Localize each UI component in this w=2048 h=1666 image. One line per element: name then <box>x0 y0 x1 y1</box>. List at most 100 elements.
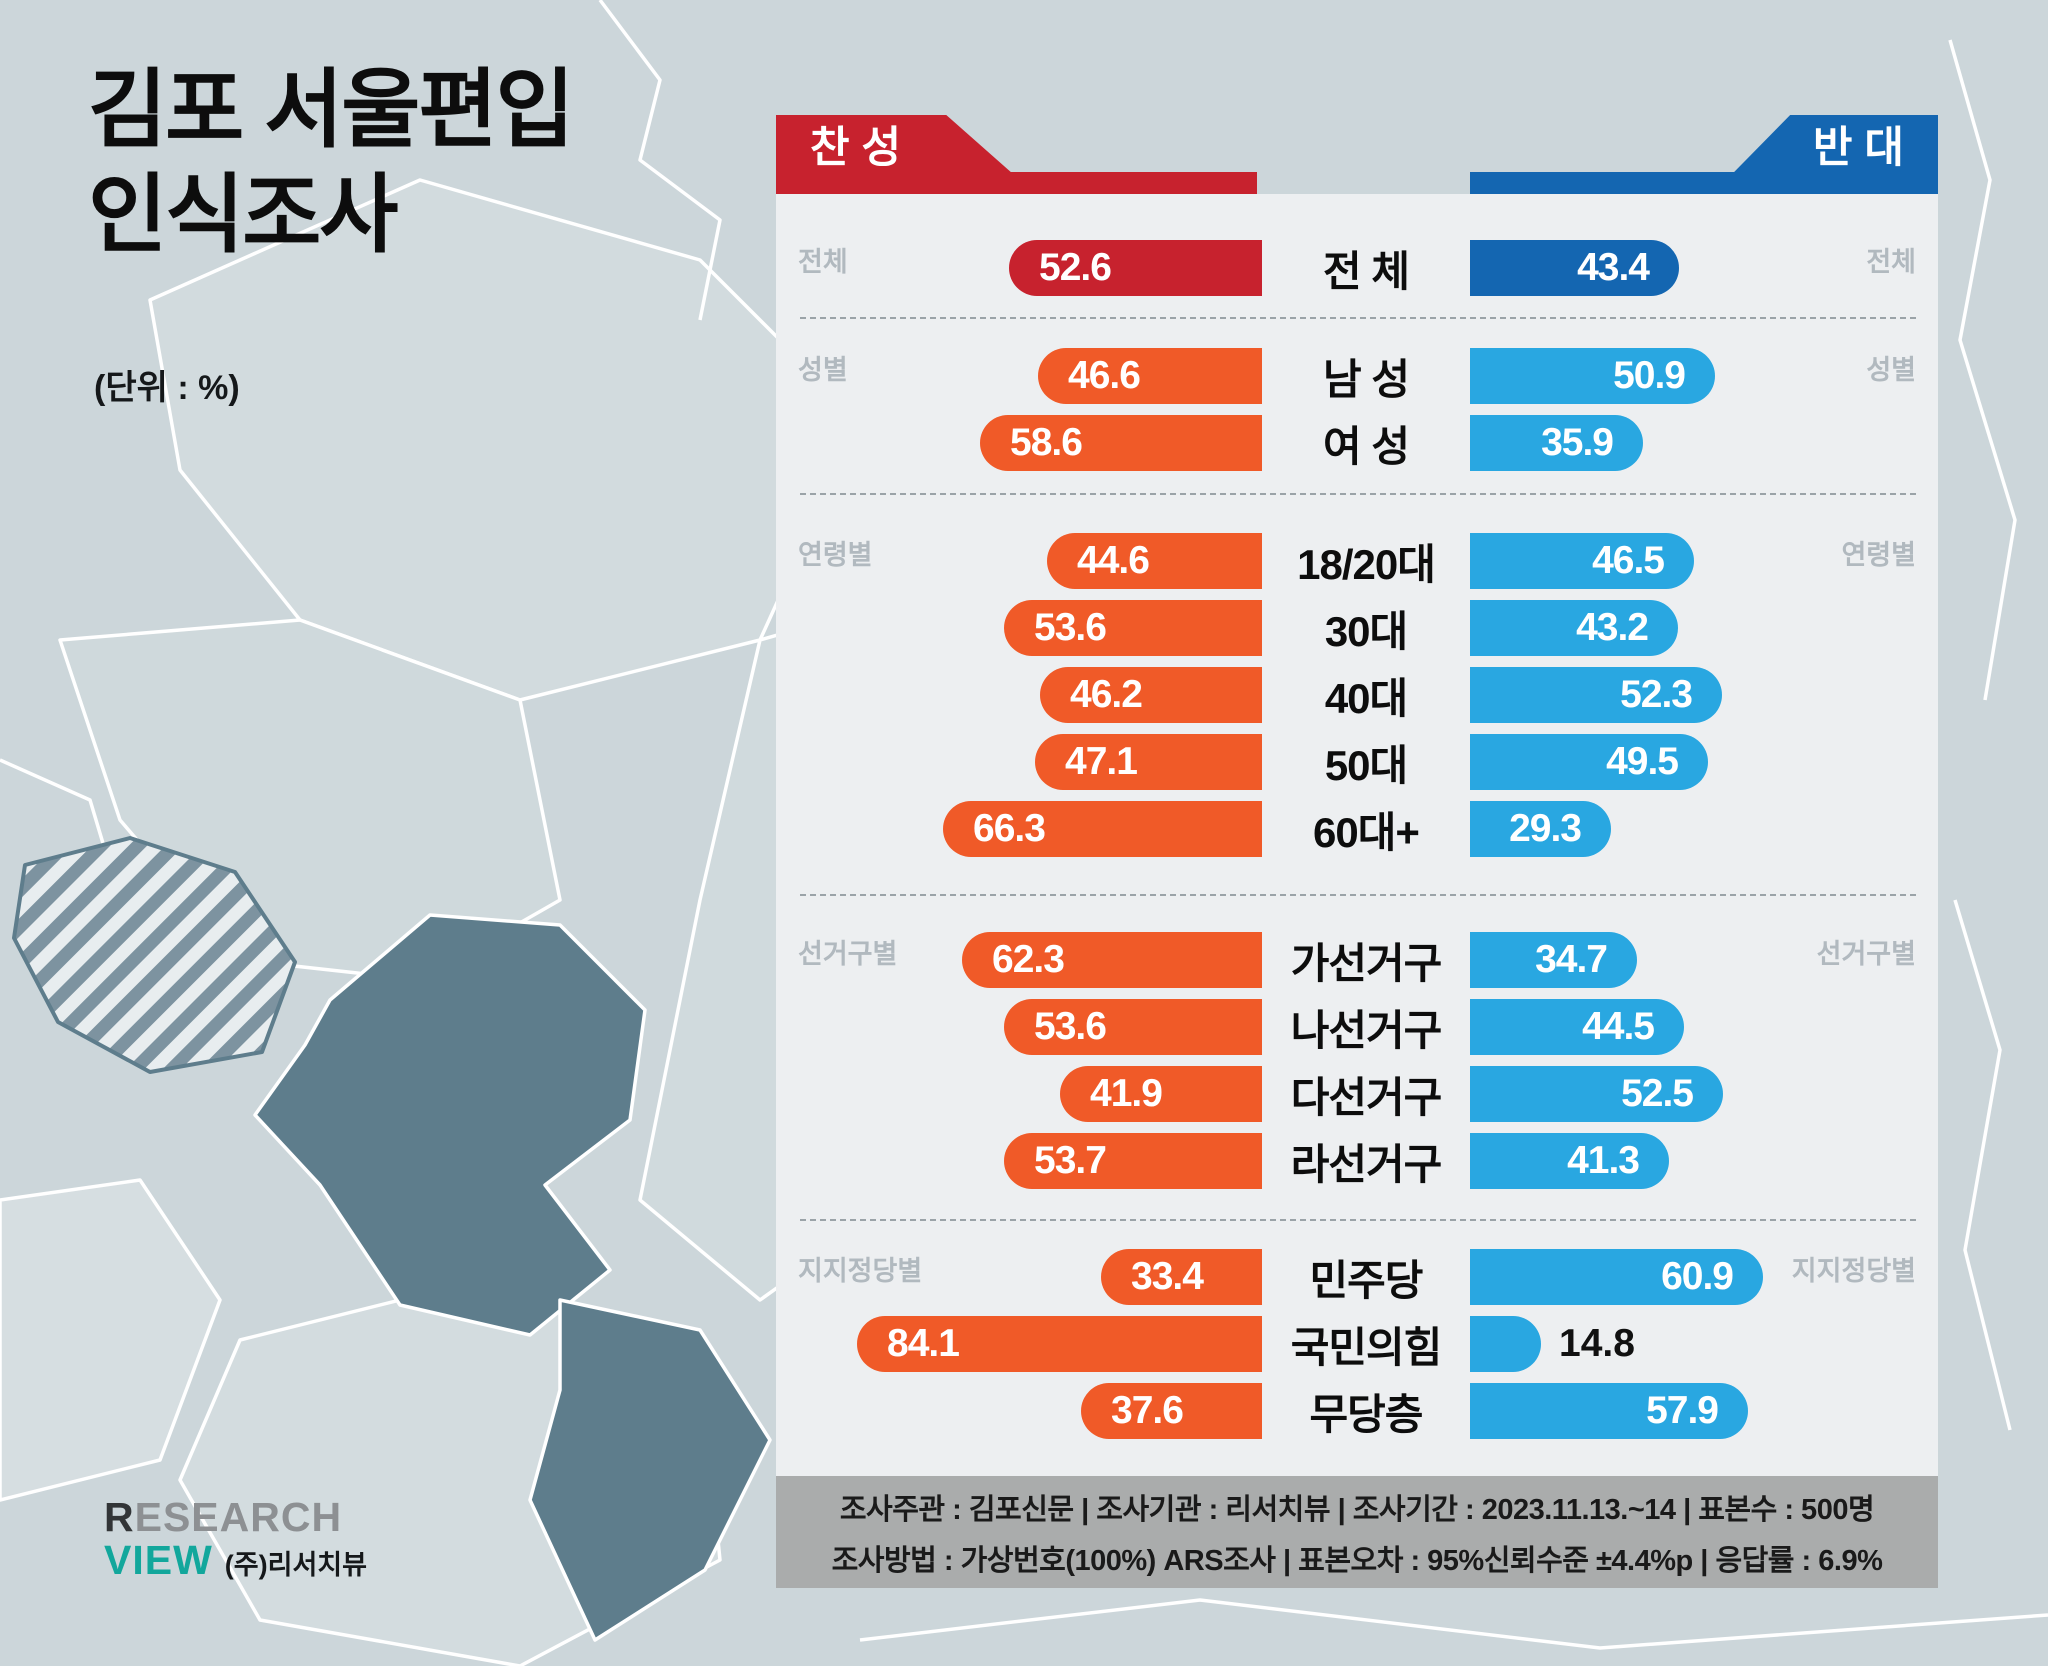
agree-value: 53.6 <box>1034 606 1107 649</box>
agree-bar: 58.6 <box>980 415 1262 471</box>
district-border <box>1948 39 2017 701</box>
agree-value: 58.6 <box>1010 421 1083 464</box>
disagree-value: 50.9 <box>1613 354 1686 397</box>
row-label: 가선거구 <box>1290 939 1443 987</box>
disagree-bar: 49.5 <box>1470 734 1708 790</box>
disagree-bar: 29.3 <box>1470 801 1611 857</box>
logo-research-text: RESEARCH <box>104 1494 367 1540</box>
agree-bar: 62.3 <box>962 932 1262 988</box>
row-label: 18/20대 <box>1297 540 1436 588</box>
row-label: 40대 <box>1324 674 1408 722</box>
disagree-bar: 41.3 <box>1470 1133 1669 1189</box>
district-border <box>859 1598 2048 1650</box>
row-label: 무당층 <box>1309 1390 1424 1438</box>
row-label: 60대+ <box>1313 808 1420 856</box>
page-title-line2: 인식조사 <box>88 166 398 263</box>
row-label: 여 성 <box>1323 422 1410 470</box>
disagree-value: 44.5 <box>1582 1005 1655 1048</box>
agree-bar: 46.2 <box>1040 667 1262 723</box>
agree-value: 33.4 <box>1131 1255 1204 1298</box>
disagree-bar: 44.5 <box>1470 999 1684 1055</box>
district-border <box>598 0 722 321</box>
disagree-bar: 43.2 <box>1470 600 1678 656</box>
disagree-bar: 14.8 <box>1470 1316 1635 1372</box>
disagree-bar: 50.9 <box>1470 348 1715 404</box>
section-label-left: 성별 <box>798 355 848 385</box>
disagree-value: 34.7 <box>1535 938 1608 981</box>
section-label-right: 전체 <box>1866 247 1916 277</box>
disagree-value: 49.5 <box>1606 740 1679 783</box>
disagree-value: 57.9 <box>1646 1389 1719 1432</box>
agree-value: 62.3 <box>992 938 1065 981</box>
row-label: 전 체 <box>1323 247 1410 295</box>
disagree-bar: 46.5 <box>1470 533 1694 589</box>
disagree-bar: 57.9 <box>1470 1383 1748 1439</box>
section-label-left: 연령별 <box>798 540 873 570</box>
agree-value: 46.2 <box>1070 673 1143 716</box>
agree-bar: 37.6 <box>1081 1383 1262 1439</box>
section-divider <box>800 1219 1916 1221</box>
row-label: 나선거구 <box>1290 1006 1443 1054</box>
agree-bar: 53.7 <box>1004 1133 1262 1189</box>
agree-bar: 53.6 <box>1004 600 1262 656</box>
row-label: 국민의힘 <box>1290 1323 1443 1371</box>
agree-value: 53.6 <box>1034 1005 1107 1048</box>
disagree-bar: 52.3 <box>1470 667 1722 723</box>
section-divider <box>800 317 1916 319</box>
agree-bar: 41.9 <box>1060 1066 1262 1122</box>
page-title: 김포 서울편입 인식조사 <box>88 58 575 268</box>
row-label: 50대 <box>1324 741 1408 789</box>
unit-note: (단위 : %) <box>94 369 240 407</box>
agree-bar: 46.6 <box>1038 348 1262 404</box>
agree-header-label: 찬 성 <box>810 123 902 172</box>
agree-value: 66.3 <box>973 807 1046 850</box>
disagree-value: 43.2 <box>1576 606 1649 649</box>
agree-bar: 53.6 <box>1004 999 1262 1055</box>
section-label-right: 선거구별 <box>1816 939 1916 969</box>
disagree-value: 52.5 <box>1621 1072 1694 1115</box>
agree-header-strip <box>776 172 1257 194</box>
agree-value: 44.6 <box>1077 539 1150 582</box>
agree-bar: 66.3 <box>943 801 1262 857</box>
disagree-bar: 34.7 <box>1470 932 1637 988</box>
footer-line2: 조사방법 : 가상번호(100%) ARS조사 | 표본오차 : 95%신뢰수준… <box>831 1544 1883 1577</box>
section-label-right: 성별 <box>1866 355 1916 385</box>
agree-bar: 47.1 <box>1035 734 1262 790</box>
disagree-value: 60.9 <box>1661 1255 1734 1298</box>
section-divider <box>800 894 1916 896</box>
agree-value: 37.6 <box>1111 1389 1184 1432</box>
section-label-right: 연령별 <box>1841 540 1916 570</box>
row-label: 다선거구 <box>1290 1073 1443 1121</box>
seoul-region-south <box>528 1298 772 1642</box>
logo-r-mark: R <box>104 1494 135 1540</box>
footer-line1: 조사주관 : 김포신문 | 조사기관 : 리서치뷰 | 조사기간 : 2023.… <box>839 1493 1875 1526</box>
disagree-value: 43.4 <box>1577 246 1650 289</box>
researchview-logo: RESEARCH VIEW (주)리서치뷰 <box>104 1494 367 1582</box>
agree-value: 46.6 <box>1068 354 1141 397</box>
agree-value: 47.1 <box>1065 740 1138 783</box>
agree-bar: 44.6 <box>1047 533 1262 589</box>
agree-bar: 33.4 <box>1101 1249 1262 1305</box>
disagree-value: 52.3 <box>1620 673 1693 716</box>
agree-bar: 84.1 <box>857 1316 1262 1372</box>
seoul-region <box>253 913 647 1337</box>
disagree-header-label: 반 대 <box>1812 123 1904 172</box>
disagree-bar: 35.9 <box>1470 415 1643 471</box>
district-border <box>1953 899 2012 1431</box>
agree-value: 41.9 <box>1090 1072 1163 1115</box>
logo-research-rest: ESEARCH <box>134 1494 343 1540</box>
disagree-value: 46.5 <box>1592 539 1665 582</box>
survey-methodology-footer: 조사주관 : 김포신문 | 조사기관 : 리서치뷰 | 조사기간 : 2023.… <box>776 1476 1938 1588</box>
logo-company-name: (주)리서치뷰 <box>224 1550 367 1581</box>
disagree-value: 29.3 <box>1509 807 1582 850</box>
section-divider <box>800 493 1916 495</box>
section-label-left: 전체 <box>798 247 848 277</box>
row-label: 민주당 <box>1309 1256 1424 1304</box>
page-title-line1: 김포 서울편입 <box>88 62 575 158</box>
section-label-right: 지지정당별 <box>1791 1256 1916 1286</box>
gimpo-hatched-region <box>12 836 297 1074</box>
row-label: 남 성 <box>1323 355 1410 403</box>
agree-value: 53.7 <box>1034 1139 1107 1182</box>
disagree-value: 41.3 <box>1567 1139 1640 1182</box>
